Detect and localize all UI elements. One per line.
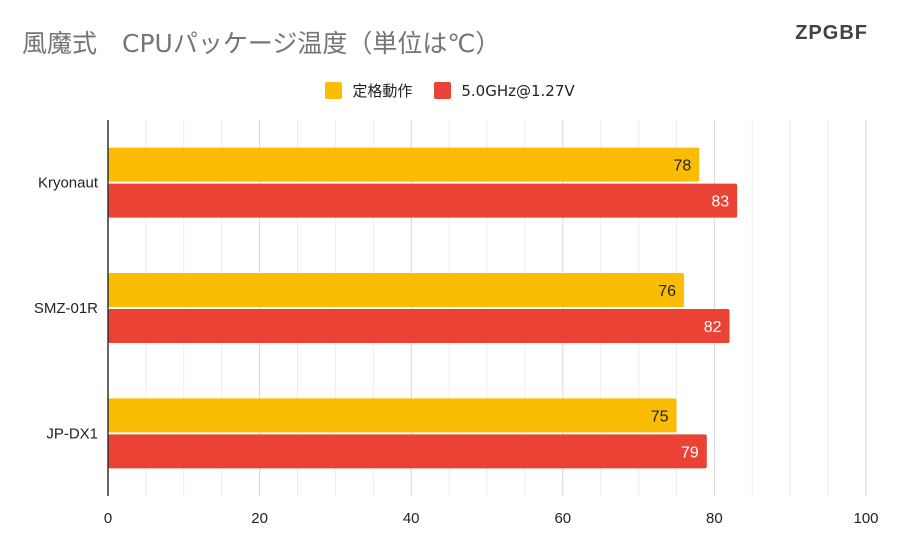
x-tick-label: 60 — [554, 510, 571, 527]
data-label: 76 — [658, 283, 676, 300]
x-tick-label: 0 — [104, 510, 112, 527]
x-tick-label: 80 — [706, 510, 723, 527]
bar-oc — [108, 434, 707, 469]
legend-label-stock: 定格動作 — [352, 82, 413, 100]
legend-swatch-stock — [325, 82, 343, 99]
brand-logo: ZPGBF — [795, 22, 868, 44]
legend-item-oc: 5.0GHz@1.27V — [434, 80, 575, 101]
data-label: 75 — [651, 408, 669, 425]
category-label: JP-DX1 — [46, 425, 98, 442]
bar-stock — [108, 147, 700, 182]
data-label: 78 — [673, 158, 691, 175]
x-tick-label: 20 — [251, 510, 268, 527]
x-tick-label: 40 — [403, 510, 420, 527]
data-label: 79 — [681, 444, 699, 461]
bar-oc — [108, 309, 730, 343]
data-label: 82 — [704, 319, 722, 336]
legend: 定格動作 5.0GHz@1.27V — [0, 80, 900, 101]
legend-label-oc: 5.0GHz@1.27V — [461, 81, 575, 100]
legend-swatch-oc — [434, 82, 452, 99]
bar-stock — [108, 273, 685, 307]
bar-stock — [108, 398, 677, 433]
x-tick-label: 100 — [853, 510, 878, 527]
data-label: 83 — [711, 194, 729, 211]
category-label: Kryonaut — [38, 175, 99, 192]
legend-item-stock: 定格動作 — [325, 80, 412, 101]
bar-oc — [108, 183, 738, 218]
category-label: SMZ-01R — [34, 300, 98, 317]
chart-title: 風魔式 CPUパッケージ温度（単位は℃） — [22, 29, 501, 58]
